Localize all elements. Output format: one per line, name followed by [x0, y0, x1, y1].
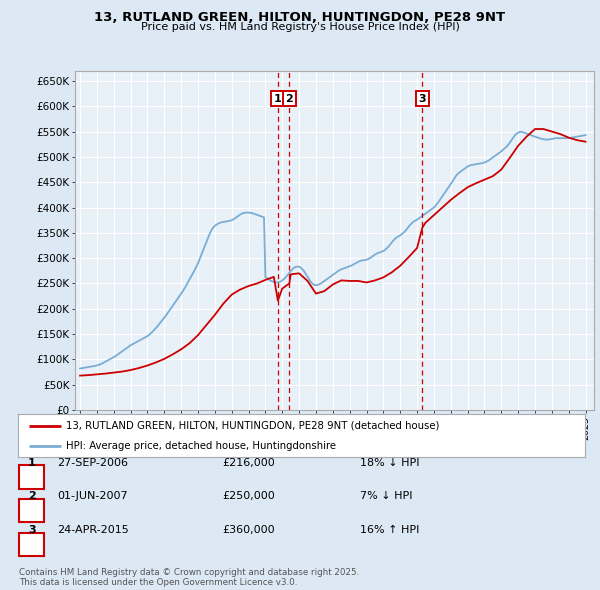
- Text: £216,000: £216,000: [222, 458, 275, 467]
- Text: £360,000: £360,000: [222, 526, 275, 535]
- Text: Price paid vs. HM Land Registry's House Price Index (HPI): Price paid vs. HM Land Registry's House …: [140, 22, 460, 32]
- Text: 3: 3: [418, 94, 426, 104]
- Text: Contains HM Land Registry data © Crown copyright and database right 2025.
This d: Contains HM Land Registry data © Crown c…: [19, 568, 359, 587]
- Text: HPI: Average price, detached house, Huntingdonshire: HPI: Average price, detached house, Hunt…: [66, 441, 336, 451]
- Text: 3: 3: [28, 526, 35, 535]
- Text: 24-APR-2015: 24-APR-2015: [57, 526, 129, 535]
- Text: 2: 2: [286, 94, 293, 104]
- Text: 13, RUTLAND GREEN, HILTON, HUNTINGDON, PE28 9NT: 13, RUTLAND GREEN, HILTON, HUNTINGDON, P…: [94, 11, 506, 24]
- Text: 01-JUN-2007: 01-JUN-2007: [57, 491, 128, 501]
- Text: 2: 2: [28, 491, 35, 501]
- Text: 27-SEP-2006: 27-SEP-2006: [57, 458, 128, 467]
- Text: 1: 1: [274, 94, 282, 104]
- Text: 7% ↓ HPI: 7% ↓ HPI: [360, 491, 413, 501]
- Text: 16% ↑ HPI: 16% ↑ HPI: [360, 526, 419, 535]
- Text: 1: 1: [28, 458, 35, 467]
- Text: 18% ↓ HPI: 18% ↓ HPI: [360, 458, 419, 467]
- Text: £250,000: £250,000: [222, 491, 275, 501]
- Text: 13, RUTLAND GREEN, HILTON, HUNTINGDON, PE28 9NT (detached house): 13, RUTLAND GREEN, HILTON, HUNTINGDON, P…: [66, 421, 440, 431]
